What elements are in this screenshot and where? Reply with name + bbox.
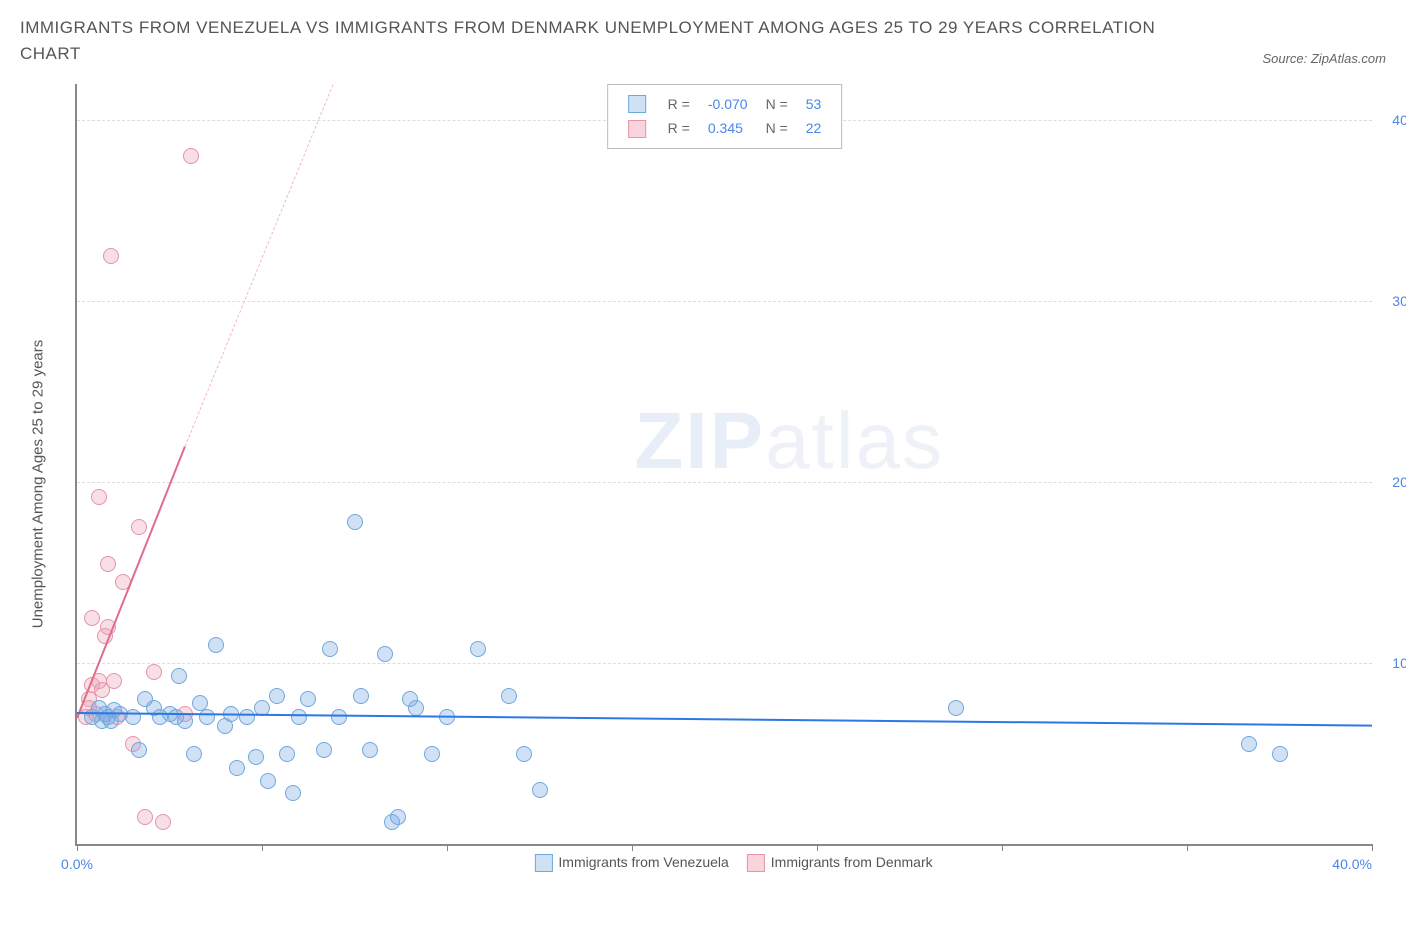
venezuela-point [171,668,187,684]
y-axis-label: Unemployment Among Ages 25 to 29 years [30,340,47,629]
trend-line [77,712,1372,727]
r-value: 0.345 [700,117,756,139]
venezuela-point [347,514,363,530]
denmark-point [137,809,153,825]
denmark-point [183,148,199,164]
watermark-light: atlas [765,396,944,485]
denmark-point [131,519,147,535]
denmark-point [91,489,107,505]
venezuela-point [186,746,202,762]
venezuela-point [248,749,264,765]
y-tick-label: 20.0% [1377,474,1406,490]
x-tick [1187,844,1188,851]
venezuela-point [948,700,964,716]
x-tick [1372,844,1373,851]
n-value: 22 [798,117,830,139]
legend-series-label: Immigrants from Denmark [771,854,933,870]
watermark: ZIPatlas [635,395,944,487]
n-label: N = [758,117,796,139]
trend-line [76,447,186,719]
venezuela-point [239,709,255,725]
trend-line [184,84,333,446]
venezuela-point [331,709,347,725]
x-tick [77,844,78,851]
venezuela-point [131,742,147,758]
x-tick [817,844,818,851]
legend-series: Immigrants from Venezuela Immigrants from… [516,854,932,872]
watermark-bold: ZIP [635,396,765,485]
legend-swatch [628,120,646,138]
chart-frame: Unemployment Among Ages 25 to 29 years Z… [20,74,1380,894]
gridline-h [77,663,1372,664]
venezuela-point [208,637,224,653]
venezuela-point [362,742,378,758]
y-tick-label: 10.0% [1377,655,1406,671]
venezuela-point [390,809,406,825]
denmark-point [155,814,171,830]
venezuela-point [470,641,486,657]
legend-swatch [628,95,646,113]
venezuela-point [408,700,424,716]
venezuela-point [269,688,285,704]
x-tick [1002,844,1003,851]
legend-correlation-row: R =0.345N =22 [620,117,830,139]
venezuela-point [316,742,332,758]
y-tick-label: 30.0% [1377,293,1406,309]
chart-title: IMMIGRANTS FROM VENEZUELA VS IMMIGRANTS … [20,15,1170,66]
venezuela-point [532,782,548,798]
venezuela-point [1241,736,1257,752]
gridline-h [77,482,1372,483]
source-name: ZipAtlas.com [1311,51,1386,66]
r-label: R = [660,117,698,139]
x-tick [262,844,263,851]
x-tick [632,844,633,851]
source-prefix: Source: [1262,51,1310,66]
plot-area: ZIPatlas R =-0.070N =53R =0.345N =22 Imm… [75,84,1372,846]
venezuela-point [322,641,338,657]
venezuela-point [353,688,369,704]
gridline-h [77,301,1372,302]
n-value: 53 [798,93,830,115]
legend-correlation-row: R =-0.070N =53 [620,93,830,115]
denmark-point [100,556,116,572]
venezuela-point [501,688,517,704]
legend-series-label: Immigrants from Venezuela [558,854,728,870]
venezuela-point [177,713,193,729]
r-value: -0.070 [700,93,756,115]
legend-swatch [747,854,765,872]
venezuela-point [260,773,276,789]
venezuela-point [199,709,215,725]
venezuela-point [279,746,295,762]
venezuela-point [1272,746,1288,762]
venezuela-point [229,760,245,776]
x-tick [447,844,448,851]
x-origin-label: 0.0% [61,856,93,872]
r-label: R = [660,93,698,115]
venezuela-point [516,746,532,762]
legend-correlation: R =-0.070N =53R =0.345N =22 [607,84,843,149]
denmark-point [84,610,100,626]
denmark-point [103,248,119,264]
venezuela-point [424,746,440,762]
n-label: N = [758,93,796,115]
denmark-point [146,664,162,680]
denmark-point [106,673,122,689]
x-end-label: 40.0% [1332,856,1372,872]
venezuela-point [285,785,301,801]
source-attribution: Source: ZipAtlas.com [1262,51,1386,66]
venezuela-point [377,646,393,662]
y-tick-label: 40.0% [1377,112,1406,128]
venezuela-point [291,709,307,725]
venezuela-point [300,691,316,707]
legend-swatch [534,854,552,872]
